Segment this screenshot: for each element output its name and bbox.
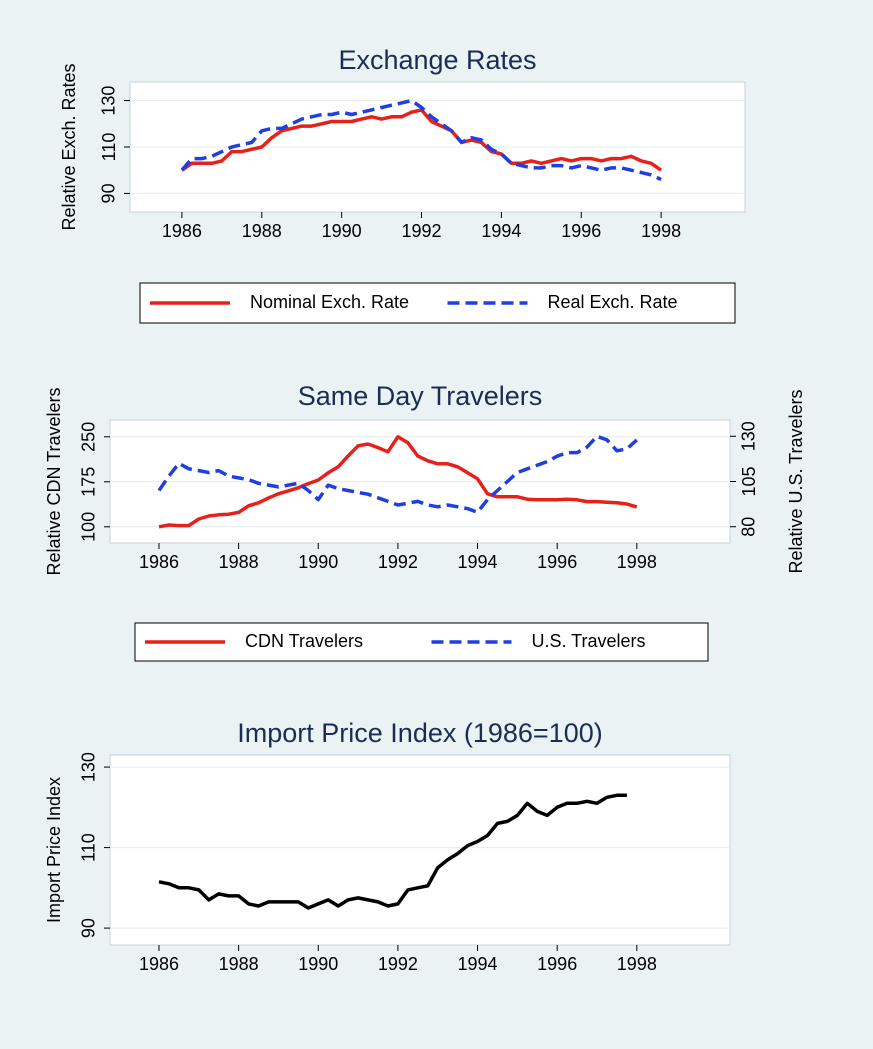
y-tick-label: 90: [79, 918, 99, 938]
y-tick-label: 100: [79, 512, 99, 542]
y-tick-label: 250: [79, 422, 99, 452]
legend-box: [139, 282, 736, 324]
x-tick-label: 1992: [378, 954, 418, 974]
y2-axis-label: Relative U.S. Travelers: [786, 389, 806, 573]
x-tick-label: 1988: [242, 221, 282, 241]
y-tick-label: 130: [99, 86, 119, 116]
y2-tick-label: 105: [739, 466, 759, 496]
chart-title: Import Price Index (1986=100): [237, 718, 602, 748]
legend-label: Nominal Exch. Rate: [250, 292, 409, 312]
legend-box: [134, 622, 709, 662]
y-tick-label: 90: [99, 183, 119, 203]
x-tick-label: 1998: [641, 221, 681, 241]
series-line: [158, 435, 638, 529]
series-line: [180, 98, 662, 182]
y2-tick-label: 130: [739, 421, 759, 451]
chart-title: Exchange Rates: [338, 45, 536, 75]
x-tick-label: 1988: [219, 552, 259, 572]
x-tick-label: 1986: [162, 221, 202, 241]
chart-title: Same Day Travelers: [298, 381, 543, 411]
x-tick-label: 1994: [458, 552, 498, 572]
y-axis-label: Relative Exch. Rates: [59, 63, 79, 230]
y-tick-label: 130: [79, 752, 99, 782]
x-tick-label: 1992: [378, 552, 418, 572]
x-tick-label: 1990: [322, 221, 362, 241]
legend-label: Real Exch. Rate: [548, 292, 678, 312]
series-line: [180, 108, 663, 172]
x-tick-label: 1994: [458, 954, 498, 974]
x-tick-label: 1988: [219, 954, 259, 974]
x-tick-label: 1990: [298, 954, 338, 974]
x-tick-label: 1994: [481, 221, 521, 241]
y2-tick-label: 80: [739, 517, 759, 537]
x-tick-label: 1998: [617, 954, 657, 974]
x-tick-label: 1996: [537, 552, 577, 572]
x-tick-label: 1992: [402, 221, 442, 241]
y-axis-label: Import Price Index: [44, 777, 64, 923]
legend-label: CDN Travelers: [245, 631, 363, 651]
x-tick-label: 1996: [561, 221, 601, 241]
y-tick-label: 110: [79, 833, 99, 862]
y-tick-label: 175: [79, 467, 99, 497]
x-tick-label: 1986: [139, 954, 179, 974]
x-tick-label: 1986: [139, 552, 179, 572]
y-tick-label: 110: [99, 133, 119, 162]
plot-area: [109, 754, 731, 946]
x-tick-label: 1998: [617, 552, 657, 572]
legend-label: U.S. Travelers: [532, 631, 646, 651]
series-line: [157, 434, 638, 515]
y-axis-label: Relative CDN Travelers: [44, 387, 64, 575]
x-tick-label: 1990: [298, 552, 338, 572]
series-line: [158, 793, 627, 910]
x-tick-label: 1996: [537, 954, 577, 974]
